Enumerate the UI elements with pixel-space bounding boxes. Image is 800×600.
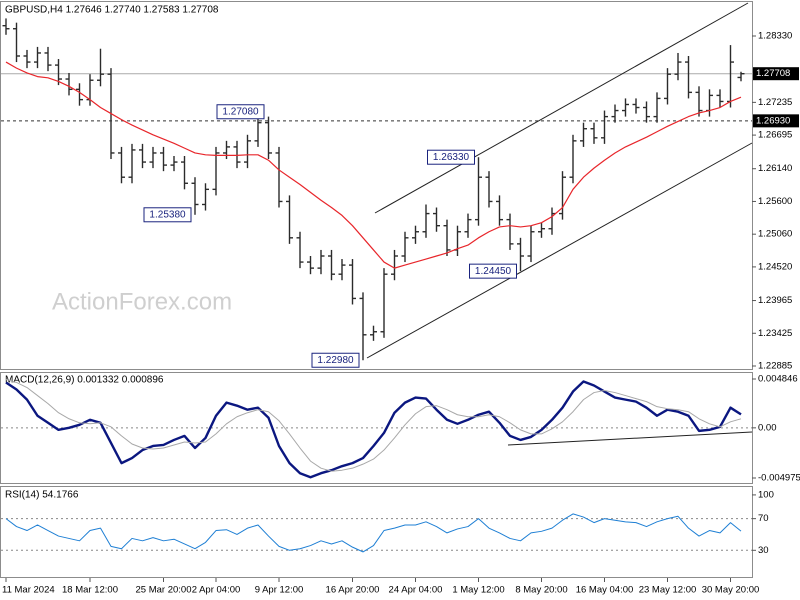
x-tick-label: 25 Mar 20:00: [136, 585, 192, 596]
annotation-box: [469, 263, 517, 279]
x-tick-label: 11 Mar 2024: [2, 585, 55, 596]
x-tick-label: 1 May 12:00: [452, 585, 504, 596]
y-tick-label: 1.23965: [758, 295, 792, 306]
x-tick-label: 8 May 20:00: [515, 585, 567, 596]
y-tick-label: 1.24520: [758, 261, 792, 272]
annotation-label: 1.24450: [475, 266, 512, 277]
watermark: ActionForex.com: [52, 288, 232, 315]
main-panel-frame: [0, 1, 753, 370]
y-tick-label: 30: [758, 545, 769, 556]
annotation-label: 1.25380: [149, 209, 186, 220]
annotation-box: [143, 207, 192, 223]
annotation-label: 1.26330: [433, 152, 470, 163]
x-tick-label: 24 Apr 04:00: [389, 585, 443, 596]
series-line: [5, 61, 742, 269]
y-tick-label: 1.27235: [758, 97, 792, 108]
x-tick-label: 9 Apr 12:00: [255, 585, 304, 596]
y-tick-label: 1.28330: [758, 31, 792, 42]
trend-line: [507, 431, 753, 446]
rsi-panel-frame: [0, 486, 753, 578]
y-tick-label: 1.22885: [758, 361, 792, 372]
channel-line: [366, 142, 753, 359]
y-tick-label: 0.00: [758, 422, 777, 433]
y-tick-label: 1.26695: [758, 130, 792, 141]
annotation-box: [427, 149, 475, 165]
rsi-title: RSI(14) 54.1766: [5, 490, 79, 501]
series-line: [5, 513, 742, 553]
annotation-label: 1.27080: [222, 106, 259, 117]
series-line: [5, 380, 742, 479]
y-tick-label: 0.004846: [758, 374, 798, 385]
chart-title: GBPUSD,H4 1.27646 1.27740 1.27583 1.2770…: [5, 5, 219, 16]
y-tick-label: 1.25600: [758, 196, 792, 207]
y-tick-label: 1.25060: [758, 229, 792, 240]
y-tick-label: 100: [758, 489, 774, 500]
y-tick-label: 1.26140: [758, 163, 792, 174]
x-tick-label: 23 May 12:00: [639, 585, 697, 596]
x-tick-label: 18 Mar 12:00: [62, 585, 118, 596]
price-tag: [753, 67, 799, 81]
x-tick-label: 2 Apr 04:00: [192, 585, 241, 596]
x-tick-label: 16 May 04:00: [576, 585, 634, 596]
price-tag-label: 1.26930: [756, 115, 790, 126]
y-tick-label: -0.004975: [758, 473, 800, 484]
annotation-label: 1.22980: [317, 355, 354, 366]
y-tick-label: 70: [758, 513, 769, 524]
annotation-box: [311, 352, 360, 368]
y-tick-label: 1.23425: [758, 328, 792, 339]
price-tag: [753, 114, 799, 128]
series-line: [5, 378, 742, 472]
x-tick-label: 16 Apr 20:00: [326, 585, 380, 596]
macd-title: MACD(12,26,9) 0.001332 0.000896: [5, 375, 164, 386]
channel-line: [374, 2, 749, 214]
x-tick-label: 30 May 20:00: [702, 585, 760, 596]
price-tag-label: 1.27708: [756, 68, 790, 79]
annotation-box: [216, 104, 265, 120]
